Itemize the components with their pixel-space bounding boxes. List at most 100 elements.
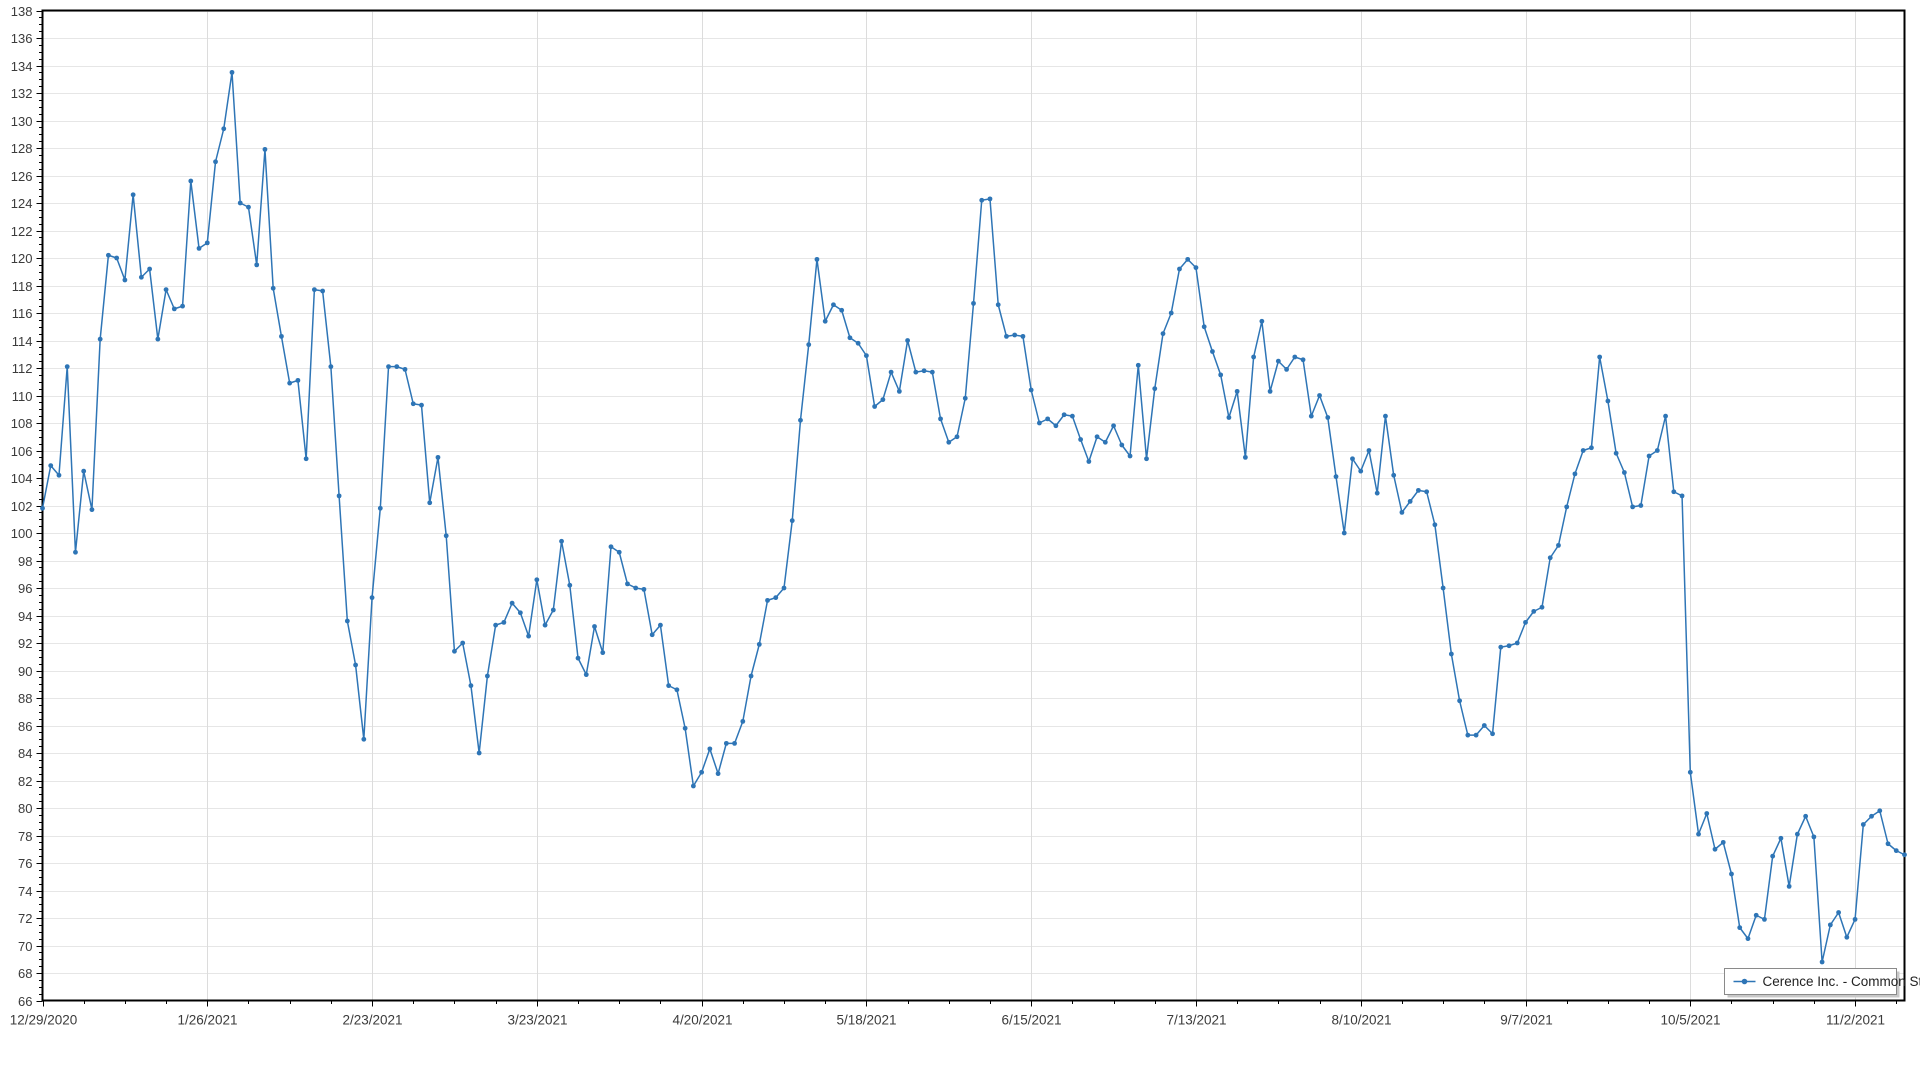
- series-data-point[interactable]: [460, 640, 466, 646]
- series-data-point[interactable]: [155, 336, 161, 342]
- series-data-point[interactable]: [732, 740, 737, 746]
- series-data-point[interactable]: [1589, 445, 1594, 451]
- series-data-point[interactable]: [1844, 934, 1850, 940]
- series-data-point[interactable]: [888, 369, 894, 375]
- series-data-point[interactable]: [1671, 489, 1677, 495]
- series-data-point[interactable]: [748, 673, 754, 679]
- series-data-point[interactable]: [1737, 925, 1743, 931]
- series-data-point[interactable]: [1605, 398, 1611, 404]
- series-data-point[interactable]: [1836, 910, 1841, 915]
- series-data-point[interactable]: [1061, 412, 1067, 418]
- series-data-point[interactable]: [1193, 265, 1199, 271]
- series-data-point[interactable]: [1564, 504, 1570, 510]
- series-data-point[interactable]: [781, 585, 787, 591]
- series-data-point[interactable]: [419, 402, 424, 408]
- series-data-point[interactable]: [1424, 489, 1430, 495]
- series-data-point[interactable]: [1275, 358, 1281, 364]
- series-data-point[interactable]: [1679, 493, 1685, 499]
- series-data-point[interactable]: [863, 353, 869, 359]
- series-data-point[interactable]: [1069, 413, 1075, 419]
- series-data-point[interactable]: [1218, 372, 1224, 378]
- series-data-point[interactable]: [237, 200, 243, 206]
- series-data-point[interactable]: [427, 500, 433, 506]
- series-data-point[interactable]: [180, 303, 185, 309]
- series-data-point[interactable]: [1012, 332, 1018, 338]
- series-data-point[interactable]: [1259, 318, 1265, 324]
- series-data-point[interactable]: [1045, 416, 1051, 422]
- series-data-point[interactable]: [1111, 423, 1116, 429]
- series-data-point[interactable]: [1514, 640, 1520, 646]
- series-data-point[interactable]: [64, 364, 70, 370]
- series-data-point[interactable]: [48, 463, 54, 469]
- series-data-point[interactable]: [1341, 530, 1347, 536]
- series-data-point[interactable]: [913, 369, 919, 375]
- series-data-point[interactable]: [394, 364, 400, 370]
- series-data-point[interactable]: [1448, 651, 1454, 657]
- series-data-point[interactable]: [633, 585, 639, 591]
- series-data-point[interactable]: [872, 404, 878, 409]
- series-data-point[interactable]: [1127, 453, 1133, 459]
- series-data-point[interactable]: [1523, 619, 1528, 625]
- series-data-point[interactable]: [641, 586, 647, 592]
- series-data-point[interactable]: [896, 388, 902, 394]
- series-data-point[interactable]: [542, 622, 548, 628]
- series-data-point[interactable]: [1185, 256, 1191, 262]
- series-data-point[interactable]: [114, 255, 120, 261]
- series-data-point[interactable]: [311, 287, 317, 293]
- series-data-point[interactable]: [56, 472, 62, 478]
- series-data-point[interactable]: [452, 648, 457, 654]
- series-line-cerence[interactable]: [41, 71, 1906, 963]
- series-data-point[interactable]: [1621, 470, 1627, 475]
- series-data-point[interactable]: [1630, 504, 1636, 510]
- series-data-point[interactable]: [1308, 413, 1314, 419]
- series-data-point[interactable]: [1506, 643, 1512, 649]
- series-data-point[interactable]: [1037, 420, 1042, 426]
- series-data-point[interactable]: [1580, 448, 1586, 453]
- series-data-point[interactable]: [1704, 811, 1710, 816]
- series-data-point[interactable]: [822, 318, 828, 324]
- series-data-point[interactable]: [1803, 813, 1809, 819]
- series-data-point[interactable]: [1094, 434, 1100, 440]
- series-data-point[interactable]: [1432, 522, 1438, 528]
- series-data-point[interactable]: [106, 252, 111, 258]
- chart-legend[interactable]: Cerence Inc. - Common Stock: [1724, 968, 1920, 998]
- series-data-point[interactable]: [707, 746, 713, 752]
- series-data-point[interactable]: [995, 302, 1001, 308]
- series-data-point[interactable]: [1498, 644, 1504, 650]
- series-data-point[interactable]: [1729, 871, 1734, 877]
- series-data-point[interactable]: [658, 622, 663, 628]
- series-data-point[interactable]: [567, 582, 573, 588]
- series-data-point[interactable]: [979, 197, 985, 203]
- series-data-point[interactable]: [254, 262, 260, 268]
- series-data-point[interactable]: [765, 597, 770, 603]
- series-data-point[interactable]: [921, 368, 927, 374]
- series-data-point[interactable]: [666, 683, 672, 689]
- series-data-point[interactable]: [1852, 916, 1858, 922]
- series-data-point[interactable]: [485, 673, 490, 679]
- series-data-point[interactable]: [1168, 310, 1174, 316]
- series-data-point[interactable]: [806, 342, 812, 348]
- series-data-point[interactable]: [1317, 393, 1322, 398]
- series-data-point[interactable]: [773, 595, 779, 601]
- series-data-point[interactable]: [279, 333, 284, 339]
- series-data-point[interactable]: [756, 641, 762, 647]
- series-data-point[interactable]: [1086, 459, 1092, 464]
- series-data-point[interactable]: [1638, 503, 1644, 508]
- series-data-point[interactable]: [625, 581, 630, 587]
- series-data-point[interactable]: [81, 468, 87, 474]
- series-data-point[interactable]: [1893, 848, 1899, 854]
- series-data-point[interactable]: [517, 610, 523, 616]
- series-data-point[interactable]: [1465, 732, 1471, 738]
- series-data-point[interactable]: [616, 549, 622, 555]
- series-data-point[interactable]: [509, 600, 515, 606]
- series-data-point[interactable]: [1135, 362, 1141, 368]
- series-data-point[interactable]: [130, 192, 136, 198]
- series-data-point[interactable]: [798, 417, 803, 423]
- series-data-point[interactable]: [608, 544, 614, 550]
- series-data-point[interactable]: [163, 287, 169, 293]
- series-data-point[interactable]: [831, 302, 836, 308]
- series-data-point[interactable]: [880, 397, 886, 403]
- series-data-point[interactable]: [674, 687, 680, 693]
- series-data-point[interactable]: [493, 622, 499, 628]
- series-data-point[interactable]: [649, 632, 655, 638]
